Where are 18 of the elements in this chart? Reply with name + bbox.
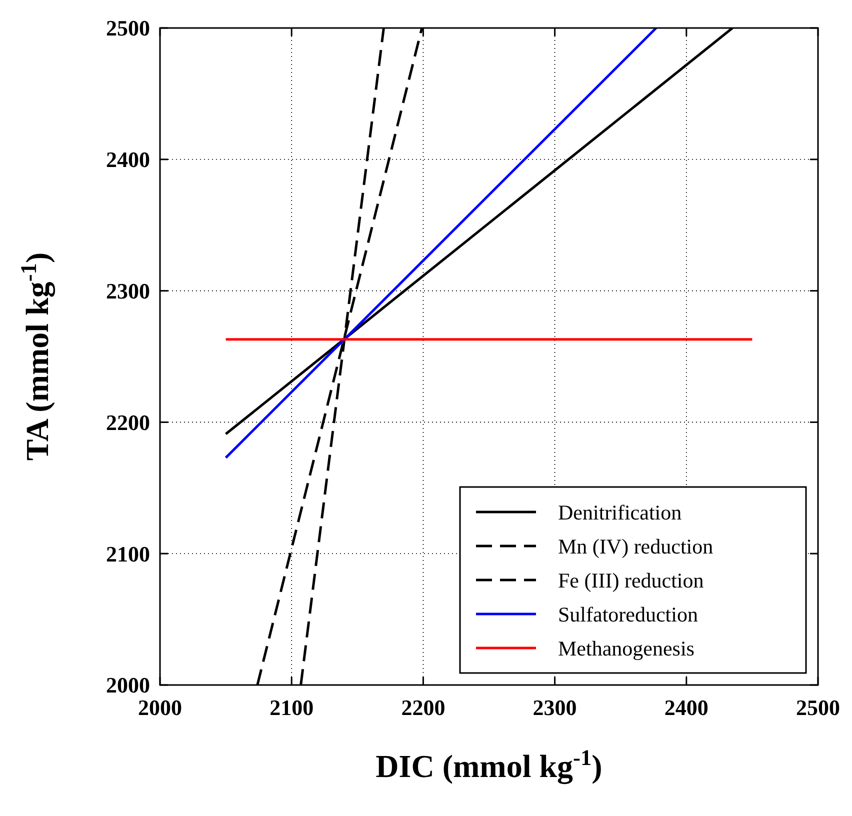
y-tick-label: 2500 bbox=[106, 16, 150, 41]
y-tick-label: 2300 bbox=[106, 278, 150, 304]
x-tick-label: 2400 bbox=[664, 695, 708, 720]
y-tick-label: 2100 bbox=[106, 541, 150, 566]
x-tick-label: 2100 bbox=[270, 695, 314, 720]
x-axis-title: DIC (mmol kg$^{-1}$) bbox=[376, 744, 602, 785]
y-tick-label: 2000 bbox=[106, 672, 150, 698]
x-tick-label: 2500 bbox=[796, 695, 840, 720]
legend-label: Mn (IV) reduction bbox=[558, 534, 714, 558]
legend-label: Sulfatoreduction bbox=[558, 602, 698, 626]
x-tick-label: 2000 bbox=[138, 695, 182, 720]
legend-label: Denitrification bbox=[558, 500, 682, 524]
legend-label: Fe (III) reduction bbox=[558, 568, 704, 592]
x-tick-label: 2200 bbox=[401, 695, 446, 720]
y-tick-label: 2400 bbox=[106, 147, 150, 172]
legend-label: Methanogenesis bbox=[558, 636, 694, 660]
x-tick-label: 2300 bbox=[532, 695, 577, 720]
y-tick-label: 2200 bbox=[106, 410, 150, 435]
